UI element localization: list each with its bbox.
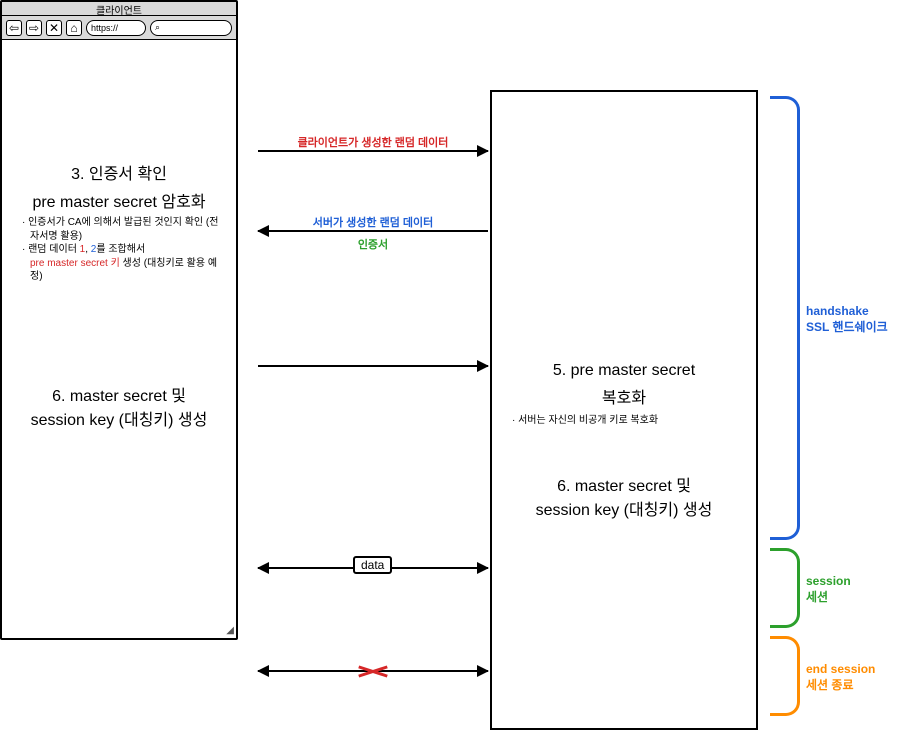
end-en: end session [806,662,875,676]
home-icon: ⌂ [66,20,82,36]
arrow-2-label-b: 인증서 [273,236,473,252]
arrow-1 [258,150,488,152]
b2-prefix: 랜덤 데이터 [28,244,80,255]
step3-bullet2: 랜덤 데이터 1, 2를 조합해서 pre master secret 키 생성… [30,243,226,284]
brace-end [770,636,800,716]
client-window: 클라이언트 ⇦ ⇨ ✕ ⌂ https:// ⌕ 3. 인증서 확인 pre m… [0,0,238,640]
handshake-en: handshake [806,304,869,318]
brace-handshake [770,96,800,540]
client-step6-title: 6. master secret 및 session key (대칭키) 생성 [12,382,226,430]
url-field: https:// [86,20,146,36]
client-toolbar: ⇦ ⇨ ✕ ⌂ https:// ⌕ [2,16,236,40]
step5-title2: 복호화 [502,384,746,408]
step3-bullet1: 인증서가 CA에 의해서 발급된 것인지 확인 (전자서명 활용) [30,216,226,243]
brace-handshake-label: handshake SSL 핸드쉐이크 [806,304,888,335]
session-en: session [806,574,851,588]
b2-secret: pre master secret 키 [30,258,120,269]
handshake-ko: SSL 핸드쉐이크 [806,320,888,334]
step5-title1: 5. pre master secret [502,362,746,380]
back-icon: ⇦ [6,20,22,36]
arrow-2 [258,230,488,232]
step5-bullet1: 서버는 자신의 비공개 키로 복호화 [520,414,746,428]
client-step-6: 6. master secret 및 session key (대칭키) 생성 [2,382,236,434]
arrow-2-label-a: 서버가 생성한 랜덤 데이터 [273,214,473,230]
arrow-4 [258,365,488,367]
client-body: 3. 인증서 확인 pre master secret 암호화 인증서가 CA에… [2,40,236,638]
brace-session-label: session 세션 [806,574,851,605]
step3-title1: 3. 인증서 확인 [12,160,226,184]
data-box: data [353,556,392,574]
client-step-3: 3. 인증서 확인 pre master secret 암호화 인증서가 CA에… [2,160,236,284]
search-field: ⌕ [150,20,232,36]
forward-icon: ⇨ [26,20,42,36]
end-cross-icon [358,660,388,680]
resize-grip-icon: ◢ [226,625,234,636]
step3-title2: pre master secret 암호화 [12,188,226,212]
brace-end-label: end session 세션 종료 [806,662,875,693]
b2-mid: 를 조합해서 [96,244,145,255]
client-title: 클라이언트 [2,2,236,16]
server-box: 5. pre master secret 복호화 서버는 자신의 비공개 키로 … [490,90,758,730]
server-step-6: 6. master secret 및 session key (대칭키) 생성 [492,472,756,524]
server-step6-title: 6. master secret 및 session key (대칭키) 생성 [502,472,746,520]
arrow-1-label: 클라이언트가 생성한 랜덤 데이터 [273,134,473,150]
session-ko: 세션 [806,590,828,604]
end-ko: 세션 종료 [806,678,854,692]
brace-session [770,548,800,628]
stop-icon: ✕ [46,20,62,36]
server-step-5: 5. pre master secret 복호화 서버는 자신의 비공개 키로 … [492,362,756,428]
